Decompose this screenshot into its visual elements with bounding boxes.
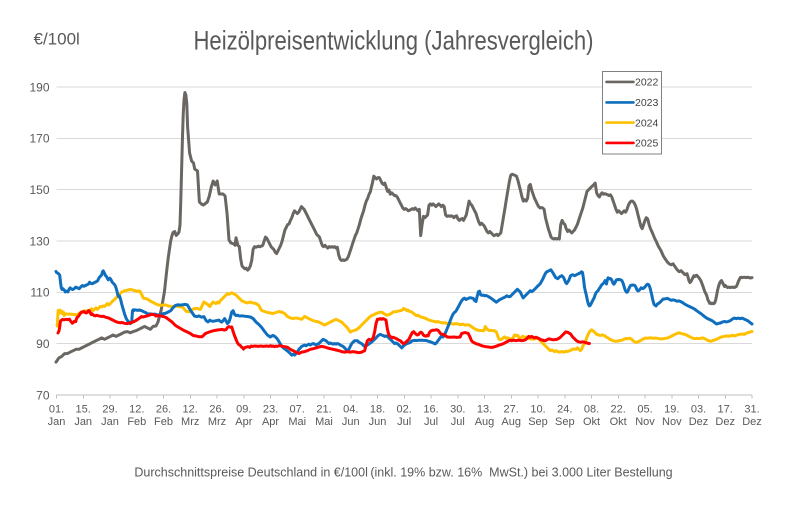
svg-text:90: 90 [36, 337, 50, 351]
svg-text:19.: 19. [664, 403, 679, 415]
svg-text:Sep: Sep [528, 416, 548, 428]
svg-text:170: 170 [29, 132, 49, 146]
svg-text:Durchschnittspreise Deutschlan: Durchschnittspreise Deutschland in €/100… [134, 465, 672, 479]
svg-text:Nov: Nov [635, 416, 655, 428]
svg-text:08.: 08. [584, 403, 599, 415]
svg-text:Jun: Jun [369, 416, 387, 428]
svg-text:13.: 13. [477, 403, 492, 415]
svg-text:Jan: Jan [74, 416, 92, 428]
svg-text:Dez: Dez [715, 416, 735, 428]
svg-text:Nov: Nov [662, 416, 682, 428]
svg-text:Feb: Feb [154, 416, 173, 428]
svg-text:Heizölpreisentwicklung (Jahres: Heizölpreisentwicklung (Jahresvergleich) [193, 27, 593, 57]
svg-text:01.: 01. [49, 403, 64, 415]
svg-text:2025: 2025 [635, 138, 659, 150]
svg-text:Sep: Sep [555, 416, 575, 428]
svg-text:02.: 02. [397, 403, 412, 415]
svg-text:30.: 30. [450, 403, 465, 415]
svg-text:110: 110 [30, 286, 49, 300]
svg-text:Feb: Feb [127, 416, 146, 428]
svg-text:10.: 10. [530, 403, 545, 415]
svg-text:16.: 16. [423, 403, 438, 415]
svg-text:Aug: Aug [475, 416, 495, 428]
svg-text:07.: 07. [290, 403, 305, 415]
svg-text:2023: 2023 [635, 97, 659, 109]
svg-text:130: 130 [29, 234, 49, 248]
svg-text:24.: 24. [557, 403, 572, 415]
svg-text:150: 150 [29, 183, 49, 197]
svg-text:Okt: Okt [610, 416, 627, 428]
svg-text:Jan: Jan [101, 416, 119, 428]
svg-text:2022: 2022 [635, 77, 659, 89]
svg-text:27.: 27. [504, 403, 519, 415]
svg-text:Apr: Apr [235, 416, 252, 428]
svg-text:26.: 26. [209, 403, 224, 415]
svg-text:15.: 15. [76, 403, 91, 415]
svg-text:Mrz: Mrz [181, 416, 199, 428]
svg-text:70: 70 [36, 388, 50, 402]
svg-text:Jan: Jan [48, 416, 66, 428]
svg-text:Jun: Jun [342, 416, 360, 428]
svg-text:12.: 12. [129, 403, 144, 415]
svg-text:23.: 23. [263, 403, 278, 415]
svg-text:Jul: Jul [397, 416, 411, 428]
svg-text:09.: 09. [236, 403, 251, 415]
svg-text:2024: 2024 [635, 117, 659, 129]
svg-text:12.: 12. [183, 403, 198, 415]
svg-text:21.: 21. [316, 403, 331, 415]
svg-text:03.: 03. [691, 403, 706, 415]
svg-text:190: 190 [29, 80, 49, 94]
svg-text:€/100l: €/100l [34, 30, 80, 49]
svg-text:Okt: Okt [583, 416, 600, 428]
svg-text:Apr: Apr [262, 416, 279, 428]
svg-text:05.: 05. [637, 403, 652, 415]
svg-text:Dez: Dez [689, 416, 709, 428]
svg-text:18.: 18. [370, 403, 385, 415]
svg-text:Mai: Mai [288, 416, 306, 428]
svg-text:22.: 22. [611, 403, 626, 415]
svg-text:04.: 04. [343, 403, 358, 415]
svg-text:Mrz: Mrz [208, 416, 226, 428]
svg-text:26.: 26. [156, 403, 171, 415]
svg-text:31.: 31. [744, 403, 759, 415]
svg-text:29.: 29. [102, 403, 117, 415]
svg-text:Mai: Mai [315, 416, 333, 428]
svg-text:Jul: Jul [451, 416, 465, 428]
svg-text:Dez: Dez [742, 416, 762, 428]
svg-text:Aug: Aug [501, 416, 521, 428]
svg-text:17.: 17. [718, 403, 733, 415]
svg-text:Jul: Jul [424, 416, 438, 428]
